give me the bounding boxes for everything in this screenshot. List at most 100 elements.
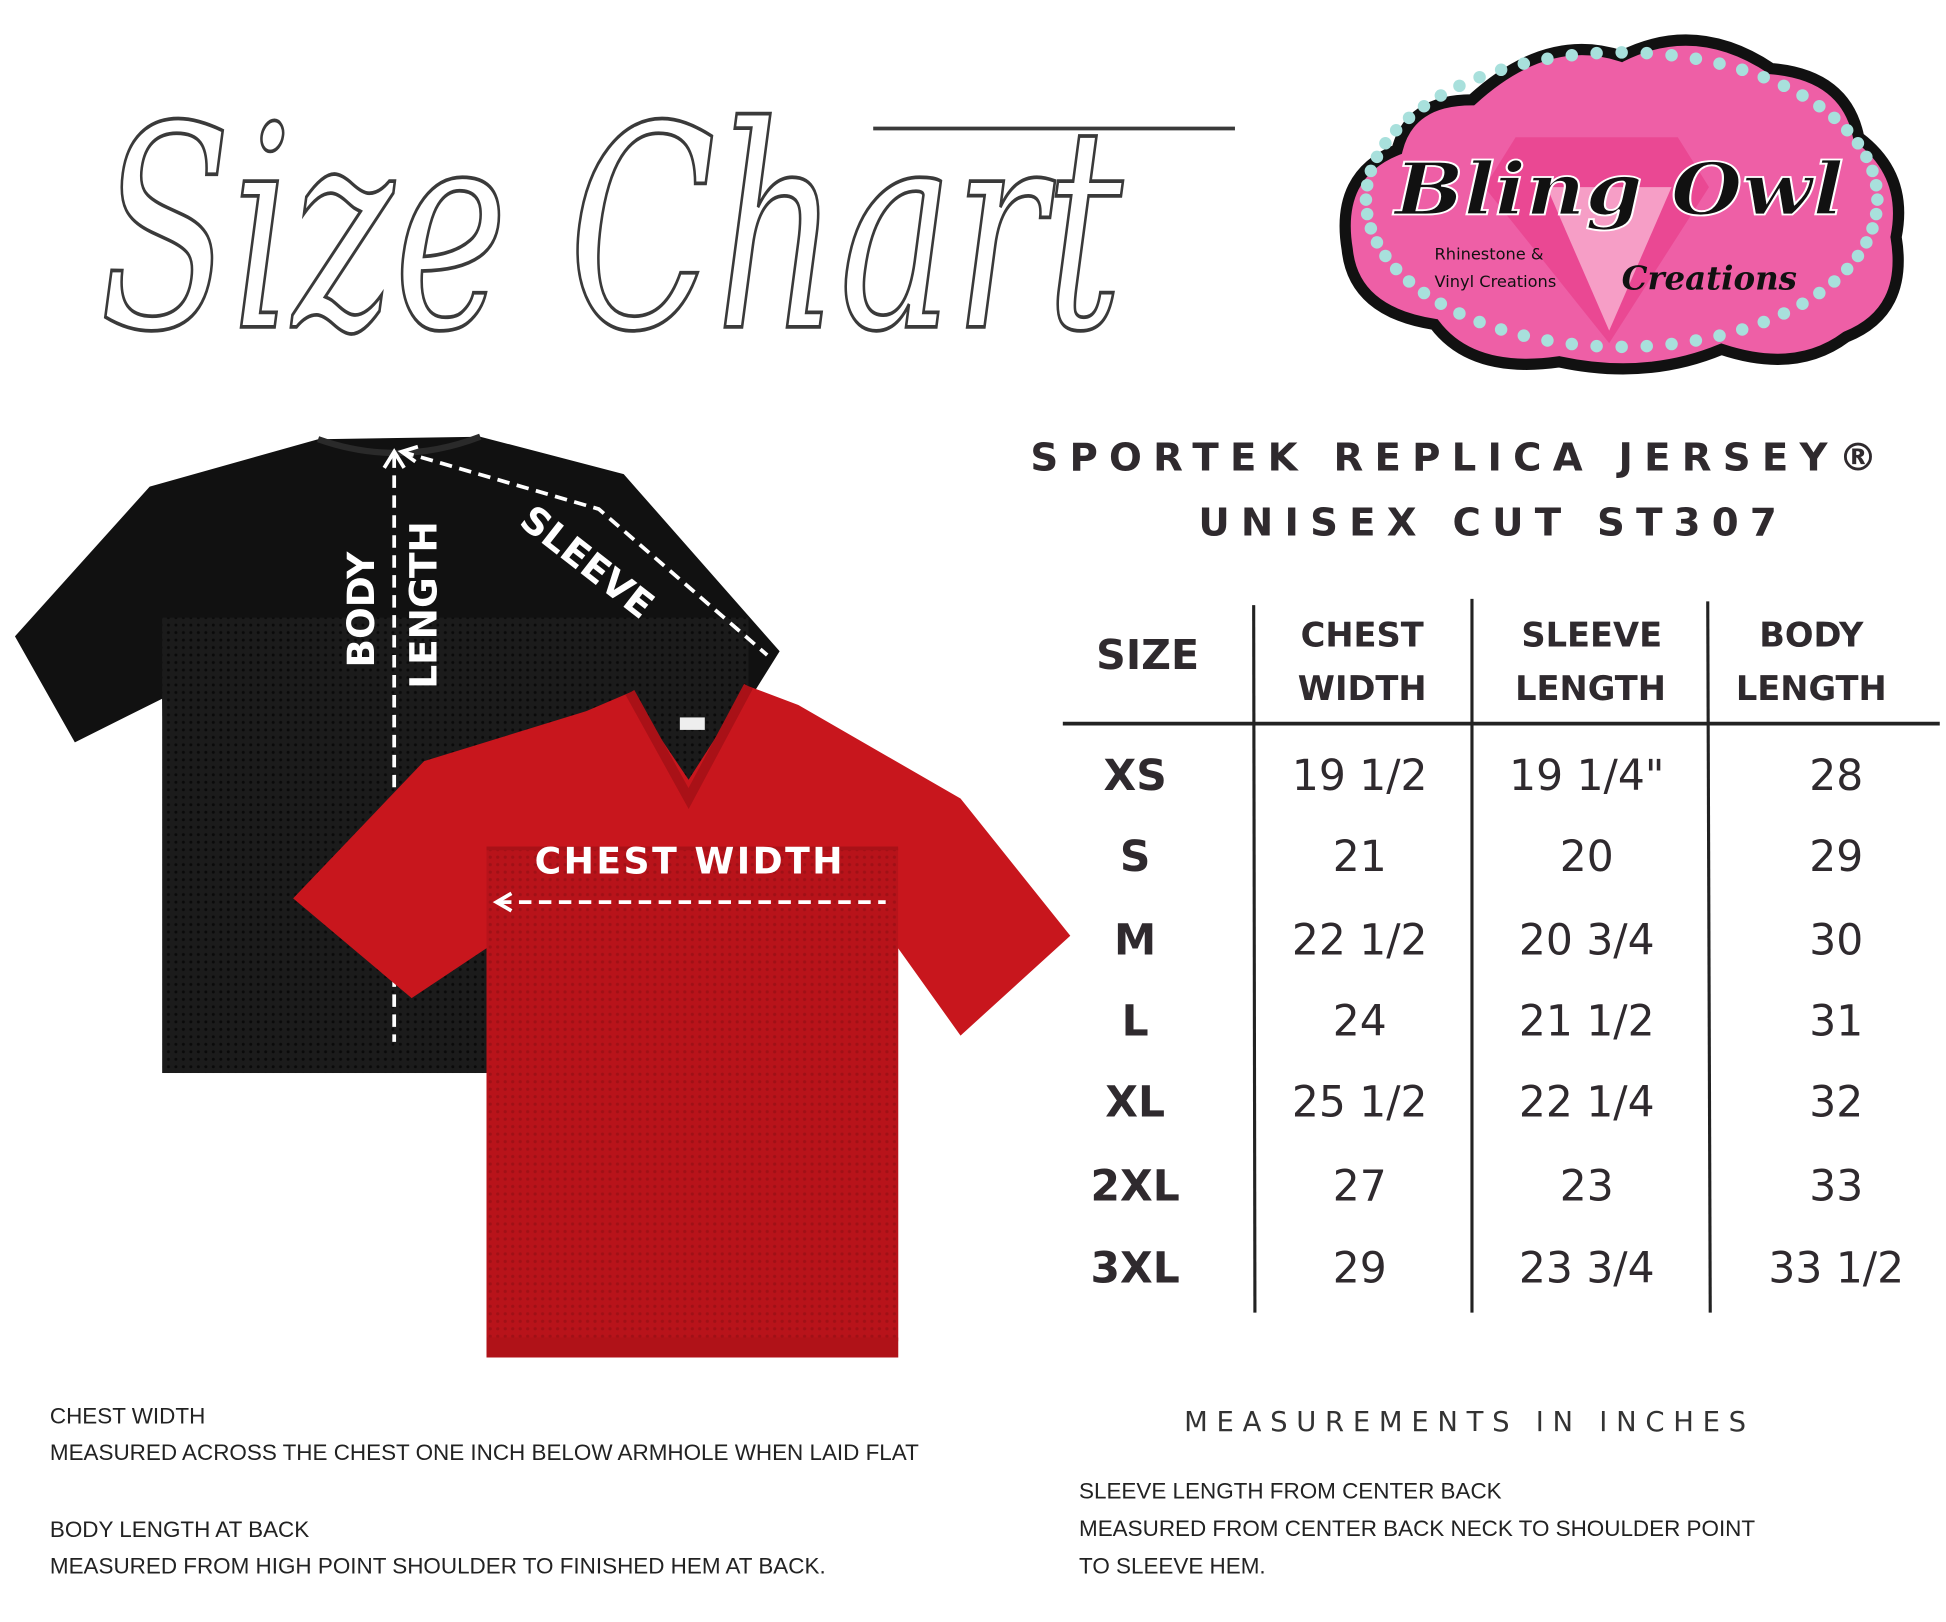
rhinestone [1777, 307, 1791, 320]
rhinestone [1615, 46, 1628, 59]
rhinestone [1473, 70, 1486, 84]
brand-logo: Bling Owl Rhinestone & Vinyl Creations C… [1339, 34, 1905, 375]
measurement-cell: 21 [1333, 833, 1387, 882]
body-label: BODY [339, 551, 383, 668]
rhinestone [1517, 329, 1531, 342]
header-sleeve-2: LENGTH [1515, 669, 1666, 708]
note-body-desc: MEASURED FROM HIGH POINT SHOULDER TO FIN… [50, 1553, 826, 1578]
rhinestone [1364, 164, 1378, 178]
header-chest: CHEST [1301, 615, 1424, 654]
rhinestone [1869, 178, 1883, 192]
rhinestone [1828, 275, 1841, 288]
measurement-cell: 33 1/2 [1768, 1245, 1904, 1294]
logo-name: Bling Owl [1392, 148, 1843, 233]
chest-width-label: CHEST WIDTH [535, 839, 845, 882]
rhinestone [1866, 222, 1879, 235]
rhinestone [1796, 89, 1809, 102]
rhinestone [1434, 297, 1448, 310]
header-size: SIZE [1096, 631, 1199, 679]
rhinestone [1851, 137, 1865, 150]
rhinestone [1417, 99, 1431, 113]
rhinestone [1360, 178, 1374, 192]
measurement-cell: 19 1/4" [1509, 752, 1664, 801]
rhinestone [1860, 150, 1873, 164]
rhinestone [1840, 123, 1854, 137]
note-chest-title: CHEST WIDTH [50, 1404, 205, 1429]
measurement-cell: 29 [1333, 1245, 1387, 1294]
rhinestone [1359, 193, 1373, 206]
measurement-cell: 24 [1333, 998, 1387, 1047]
rhinestone [1360, 207, 1374, 221]
rhinestone [1590, 46, 1603, 60]
note-sleeve-title: SLEEVE LENGTH FROM CENTER BACK [1079, 1478, 1502, 1503]
measurement-cell: 20 3/4 [1519, 916, 1655, 965]
rhinestone [1689, 52, 1703, 65]
product-name: SPORTEK REPLICA JERSEY® [1030, 435, 1888, 480]
rhinestone [1434, 89, 1448, 102]
rhinestone [1402, 275, 1416, 288]
rhinestone [1777, 79, 1791, 93]
rhinestone [1565, 48, 1579, 62]
rhinestone [1379, 249, 1392, 263]
measurement-cell: 25 1/2 [1292, 1079, 1428, 1128]
rhinestone [1370, 150, 1384, 164]
measurement-cell: 31 [1809, 998, 1863, 1047]
rhinestone [1757, 315, 1770, 329]
page-title: Size Chart [100, 67, 1124, 394]
rhinestone [1389, 262, 1403, 276]
rhinestone [1689, 334, 1703, 347]
header-chest-2: WIDTH [1298, 669, 1427, 708]
rhinestone [1590, 339, 1603, 353]
rhinestone [1735, 323, 1749, 336]
units-note: MEASUREMENTS IN INCHES [1184, 1407, 1755, 1438]
rhinestone [1541, 52, 1554, 65]
measurement-cell: 32 [1809, 1079, 1863, 1128]
logo-tagline-2: Vinyl Creations [1435, 272, 1557, 291]
measurement-cell: 21 1/2 [1519, 998, 1655, 1047]
rhinestone [1813, 99, 1826, 113]
rhinestone [1828, 111, 1841, 125]
measurement-cell: 22 1/4 [1519, 1079, 1655, 1128]
size-cell: XL [1105, 1079, 1165, 1128]
rhinestone [1713, 57, 1726, 70]
product-cut: UNISEX CUT ST307 [1198, 500, 1788, 545]
measurement-cell: 22 1/2 [1292, 916, 1428, 965]
length-label: LENGTH [402, 521, 446, 689]
rhinestone [1473, 315, 1486, 329]
note-chest-desc: MEASURED ACROSS THE CHEST ONE INCH BELOW… [50, 1440, 919, 1465]
rhinestone [1517, 57, 1531, 70]
chest-width-guide [492, 891, 886, 913]
measurement-cell: 23 3/4 [1519, 1245, 1655, 1294]
rhinestone [1615, 340, 1628, 354]
jersey-front-illustration [293, 683, 1071, 1358]
measurement-cell: 28 [1809, 752, 1863, 801]
rhinestone [1796, 297, 1809, 310]
rhinestone [1813, 286, 1826, 300]
rhinestone [1370, 236, 1384, 249]
rhinestone-border [1359, 46, 1884, 354]
rhinestone [1565, 337, 1579, 351]
rhinestone [1665, 48, 1678, 62]
rhinestone [1379, 137, 1392, 150]
rhinestone [1494, 63, 1508, 77]
measurement-cell: 33 [1809, 1162, 1863, 1211]
rhinestone [1866, 164, 1879, 178]
rhinestone [1453, 79, 1466, 93]
note-sleeve-desc-1: MEASURED FROM CENTER BACK NECK TO SHOULD… [1079, 1516, 1755, 1541]
rhinestone [1860, 236, 1873, 249]
sleeve-length-guide [397, 444, 769, 657]
rhinestone [1851, 249, 1865, 263]
rhinestone [1757, 70, 1770, 84]
note-sleeve-desc-2: TO SLEEVE HEM. [1079, 1553, 1266, 1578]
rhinestone [1389, 123, 1403, 137]
rhinestone [1494, 323, 1508, 336]
measurement-cell: 23 [1560, 1162, 1614, 1211]
size-cell: 3XL [1091, 1245, 1180, 1294]
rhinestone [1871, 193, 1884, 206]
rhinestone [1417, 286, 1431, 300]
logo-tagline-1: Rhinestone & [1435, 245, 1544, 264]
measurement-cell: 30 [1809, 916, 1863, 965]
rhinestone [1840, 262, 1854, 276]
measurement-cell: 20 [1560, 833, 1614, 882]
